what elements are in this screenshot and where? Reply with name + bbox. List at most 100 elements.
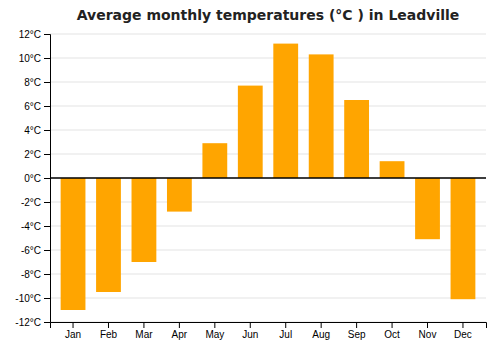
tick-mark xyxy=(179,322,180,328)
tick-mark xyxy=(44,322,50,323)
tick-label: 6°C xyxy=(24,101,41,112)
tick-mark xyxy=(143,322,144,328)
tick-label: 2°C xyxy=(24,149,41,160)
tick: 0°C xyxy=(24,173,50,184)
tick-mark xyxy=(250,322,251,328)
grid-line xyxy=(50,106,486,107)
tick-mark xyxy=(44,82,50,83)
tick: Sep xyxy=(348,322,366,340)
grid-line xyxy=(50,298,486,299)
x-axis: Jan Feb Mar Apr May Jun Jul Aug Sep Oct Nov Dec xyxy=(51,322,487,340)
tick-label: Dec xyxy=(454,329,472,340)
zero-line xyxy=(50,177,486,179)
chart: Average monthly temperatures (°C ) in Le… xyxy=(0,0,500,350)
tick: -4°C xyxy=(21,221,50,232)
tick-mark xyxy=(214,322,215,328)
tick: Jan xyxy=(65,322,81,340)
tick: -6°C xyxy=(21,245,50,256)
tick-label: -8°C xyxy=(21,269,41,280)
tick-label: 0°C xyxy=(24,173,41,184)
tick-label: Nov xyxy=(419,329,437,340)
tick-mark xyxy=(44,298,50,299)
tick-label: Oct xyxy=(384,329,400,340)
tick-mark xyxy=(44,226,50,227)
tick: 4°C xyxy=(24,125,50,136)
tick-label: Jan xyxy=(65,329,81,340)
tick: Feb xyxy=(100,322,118,340)
tick: -10°C xyxy=(15,293,50,304)
tick-label: May xyxy=(205,329,224,340)
tick: 2°C xyxy=(24,149,50,160)
tick: Dec xyxy=(454,322,472,340)
bar xyxy=(238,86,263,178)
tick-label: Apr xyxy=(172,329,188,340)
tick: -12°C xyxy=(15,317,50,328)
tick: Aug xyxy=(312,322,330,340)
grid-line xyxy=(50,34,486,35)
tick-label: Jun xyxy=(242,329,258,340)
bars xyxy=(61,44,476,310)
tick: Mar xyxy=(135,322,153,340)
tick-label: 8°C xyxy=(24,77,41,88)
tick-mark xyxy=(321,322,322,328)
bar xyxy=(380,161,405,178)
tick-mark xyxy=(73,322,74,328)
axis-line xyxy=(51,323,487,329)
tick: Apr xyxy=(172,322,188,340)
bar xyxy=(167,178,192,212)
tick-mark xyxy=(44,34,50,35)
tick-mark xyxy=(44,154,50,155)
tick-mark xyxy=(44,178,50,179)
bar xyxy=(344,100,369,178)
tick-mark xyxy=(44,106,50,107)
bar xyxy=(309,54,334,178)
bar xyxy=(273,44,298,178)
tick: 8°C xyxy=(24,77,50,88)
tick-label: Aug xyxy=(312,329,330,340)
tick: -2°C xyxy=(21,197,50,208)
tick-mark xyxy=(427,322,428,328)
grid-line xyxy=(50,178,486,179)
tick-mark xyxy=(392,322,393,328)
tick: Oct xyxy=(384,322,400,340)
tick-label: Jul xyxy=(279,329,292,340)
bar xyxy=(451,178,476,299)
tick-label: 12°C xyxy=(19,29,41,40)
tick-mark xyxy=(356,322,357,328)
tick-mark xyxy=(44,274,50,275)
tick-mark xyxy=(44,202,50,203)
tick: Nov xyxy=(419,322,437,340)
axis-line xyxy=(44,35,51,323)
grid-line xyxy=(50,154,486,155)
bar xyxy=(132,178,157,262)
bar xyxy=(96,178,121,292)
grid-line xyxy=(50,82,486,83)
tick-label: -12°C xyxy=(15,317,41,328)
tick-label: Feb xyxy=(100,329,118,340)
tick: 10°C xyxy=(19,53,50,64)
tick-label: -6°C xyxy=(21,245,41,256)
tick: -8°C xyxy=(21,269,50,280)
bar xyxy=(415,178,440,239)
grid-line xyxy=(50,130,486,131)
tick: 6°C xyxy=(24,101,50,112)
bar xyxy=(61,178,86,310)
y-axis: -12°C -10°C -8°C -6°C -4°C -2°C 0°C 2°C 4°C 6°C 8°… xyxy=(15,29,50,328)
tick: May xyxy=(205,322,224,340)
tick: Jul xyxy=(279,322,292,340)
tick-label: -10°C xyxy=(15,293,41,304)
tick-mark xyxy=(44,250,50,251)
title: Average monthly temperatures (°C ) in Le… xyxy=(77,7,460,23)
tick-label: -2°C xyxy=(21,197,41,208)
tick-label: Mar xyxy=(135,329,153,340)
tick-mark xyxy=(44,58,50,59)
tick-mark xyxy=(108,322,109,328)
bar xyxy=(202,143,227,178)
tick-mark xyxy=(285,322,286,328)
plot: -12°C -10°C -8°C -6°C -4°C -2°C 0°C 2°C 4°C 6°C 8°… xyxy=(15,29,486,340)
tick: 12°C xyxy=(19,29,50,40)
tick-label: 4°C xyxy=(24,125,41,136)
tick-mark xyxy=(462,322,463,328)
tick: Jun xyxy=(242,322,258,340)
tick-label: -4°C xyxy=(21,221,41,232)
